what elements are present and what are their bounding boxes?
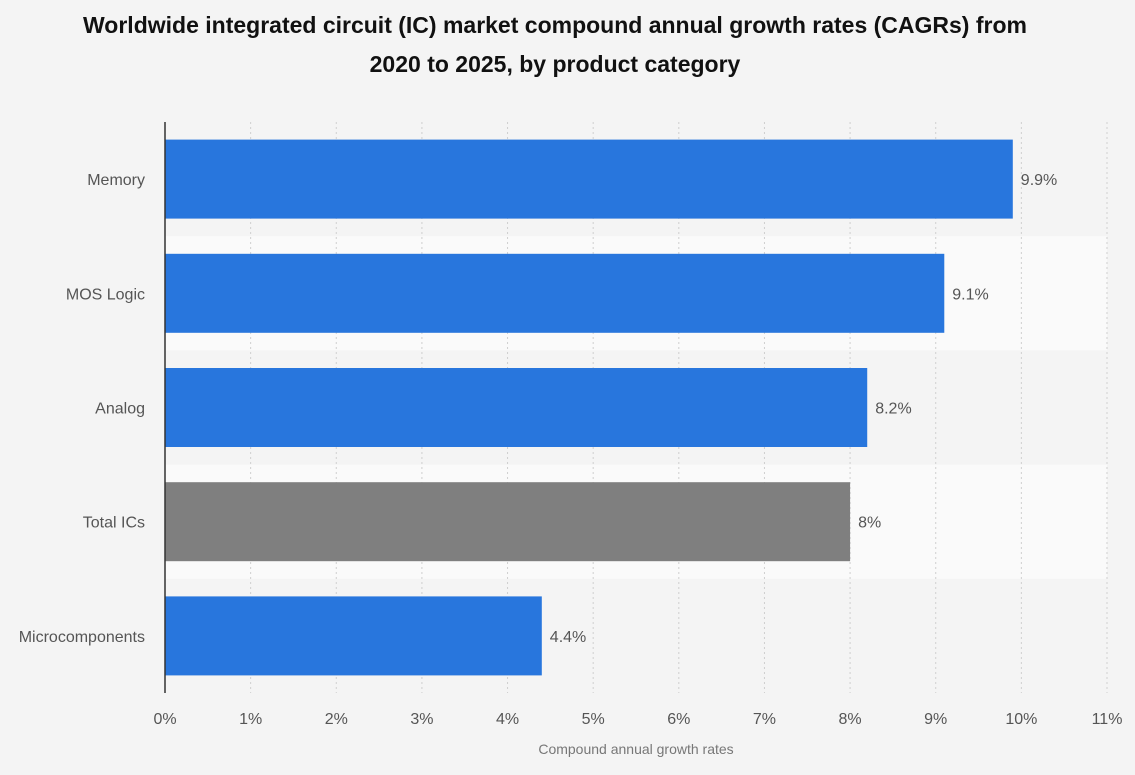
x-tick-label: 8% (839, 711, 862, 728)
chart-title: Worldwide integrated circuit (IC) market… (0, 6, 1110, 84)
category-labels: Memory MOS Logic Analog Total ICs Microcompo… (19, 172, 145, 646)
x-tick-label: 6% (667, 711, 690, 728)
bar-value-label: 8% (858, 515, 881, 532)
category-label: MOS Logic (66, 286, 145, 303)
bar-value-label: 9.9% (1021, 172, 1057, 189)
x-tick-label: 1% (239, 711, 262, 728)
x-tick-labels: 0% 1% 2% 3% 4% 5% 6% 7% 8% 9% 10% 11% (153, 711, 1122, 728)
x-tick-label: 5% (582, 711, 605, 728)
x-tick-label: 2% (325, 711, 348, 728)
category-label: Memory (87, 172, 145, 189)
value-labels: 9.9% 9.1% 8.2% 8% 4.4% (550, 172, 1057, 646)
x-tick-label: 4% (496, 711, 519, 728)
x-tick-label: 10% (1005, 711, 1037, 728)
x-tick-label: 9% (924, 711, 947, 728)
bar-value-label: 4.4% (550, 629, 586, 646)
x-axis-title: Compound annual growth rates (538, 741, 733, 757)
x-tick-label: 3% (410, 711, 433, 728)
bar-value-label: 9.1% (952, 286, 988, 303)
bar (165, 596, 542, 676)
chart-title-line-1: Worldwide integrated circuit (IC) market… (83, 12, 1027, 38)
bars (165, 139, 1013, 676)
bar (165, 139, 1013, 219)
category-label: Analog (95, 401, 145, 418)
bar (165, 253, 945, 333)
bar (165, 482, 851, 562)
bar-value-label: 8.2% (875, 401, 911, 418)
category-label: Microcomponents (19, 629, 145, 646)
category-label: Total ICs (83, 515, 145, 532)
bar (165, 368, 868, 447)
x-tick-label: 11% (1092, 711, 1123, 728)
x-tick-label: 7% (753, 711, 776, 728)
chart-title-line-2: 2020 to 2025, by product category (369, 51, 741, 77)
x-tick-label: 0% (153, 711, 176, 728)
